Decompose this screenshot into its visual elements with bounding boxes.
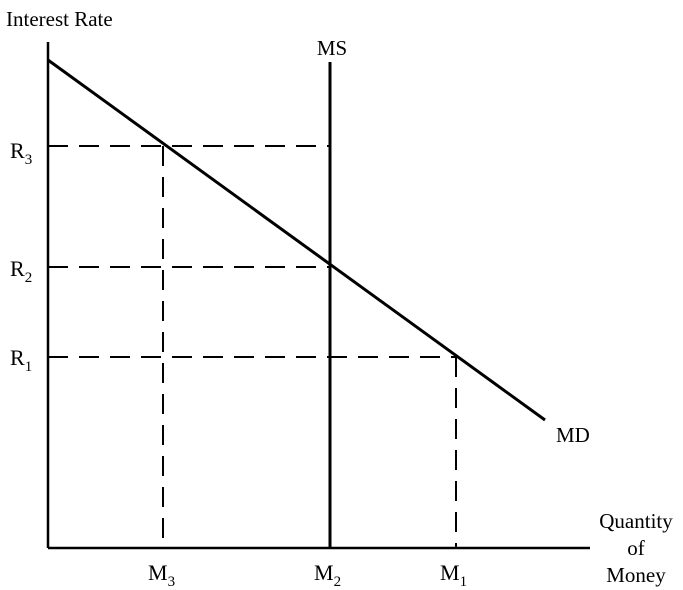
y-tick-r1-base: R	[10, 345, 25, 370]
y-axis-title: Interest Rate	[6, 7, 113, 31]
x-tick-m2-base: M	[314, 560, 334, 585]
x-axis-title-line-3: Money	[606, 563, 666, 587]
y-tick-r3-base: R	[10, 138, 25, 163]
x-tick-m3-sub: 3	[168, 574, 176, 590]
x-tick-m1: M1	[440, 560, 467, 590]
y-tick-r3-sub: 3	[25, 152, 33, 168]
x-tick-m1-sub: 1	[460, 574, 468, 590]
x-tick-m2-sub: 2	[334, 574, 342, 590]
y-tick-r2-sub: 2	[25, 270, 33, 286]
money-demand-curve	[47, 58, 546, 422]
y-tick-r1: R1	[10, 345, 32, 375]
x-tick-m3: M3	[148, 560, 175, 590]
x-axis-title-line-1: Quantity	[599, 509, 673, 533]
x-tick-m1-base: M	[440, 560, 460, 585]
y-tick-r2: R2	[10, 256, 32, 286]
money-demand-label: MD	[556, 423, 590, 447]
y-tick-r1-sub: 1	[25, 359, 33, 375]
x-tick-m3-base: M	[148, 560, 168, 585]
y-tick-r3: R3	[10, 138, 32, 168]
money-supply-label: MS	[317, 36, 347, 60]
y-tick-r2-base: R	[10, 256, 25, 281]
x-tick-m2: M2	[314, 560, 341, 590]
x-axis-title-line-2: of	[627, 536, 645, 560]
